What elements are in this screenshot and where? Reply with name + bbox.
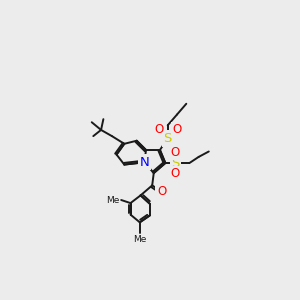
Text: O: O (171, 167, 180, 180)
Text: O: O (157, 185, 166, 198)
Text: Me: Me (133, 236, 146, 244)
Text: O: O (172, 123, 182, 136)
Text: Me: Me (106, 196, 120, 205)
Text: O: O (154, 123, 164, 136)
Text: O: O (171, 146, 180, 159)
Text: S: S (164, 132, 172, 145)
Text: N: N (140, 156, 149, 169)
Text: S: S (171, 157, 180, 169)
